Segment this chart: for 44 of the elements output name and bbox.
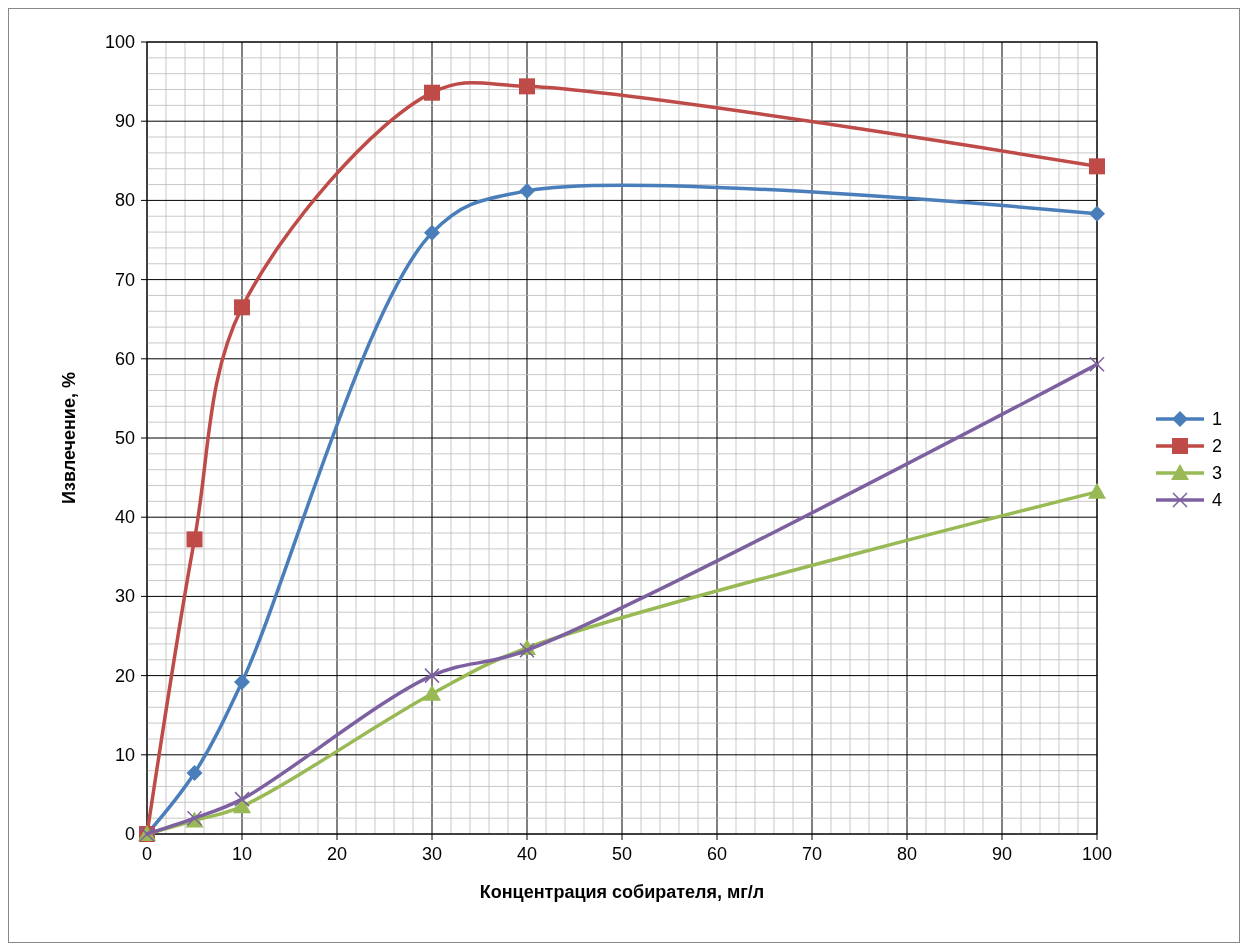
legend-label: 1 [1212,409,1223,429]
point [1089,356,1105,373]
y-tick-label: 90 [114,111,135,132]
y-tick-label: 20 [114,665,135,686]
x-tick-label: 80 [896,844,918,864]
point [423,684,441,701]
y-tick-label: 50 [114,428,135,448]
point [424,84,440,101]
point [519,182,535,199]
point [519,78,535,95]
x-axis-title: Концентрация собирателя, мг/л [479,882,765,902]
y-tick-label: 80 [114,190,135,211]
point [1088,482,1106,499]
point [424,667,440,684]
x-tick-label: 30 [421,844,443,864]
point [424,224,440,241]
point [234,299,250,316]
x-tick-label: 40 [516,844,538,864]
x-tick-label: 90 [991,844,1013,864]
point [186,531,203,548]
point [234,791,250,807]
x-tick-label: 50 [611,844,633,864]
point [234,673,250,690]
x-tick-label: 60 [706,844,728,864]
point [1089,158,1105,175]
y-tick-label: 60 [114,348,135,369]
legend-label: 2 [1212,436,1223,456]
point [186,765,203,782]
point [519,642,535,659]
y-axis-title: Извлечение, % [59,372,79,504]
legend-label: 4 [1212,490,1223,510]
y-tick-label: 70 [114,269,135,290]
x-tick-label: 70 [801,844,823,864]
x-tick-label: 20 [326,844,348,864]
point [1089,205,1105,222]
y-tick-label: 40 [114,507,135,528]
y-tick-label: 30 [114,586,135,607]
legend-label: 3 [1212,463,1223,483]
y-tick-label: 10 [114,744,135,765]
y-tick-label: 0 [124,824,135,844]
x-tick-label: 0 [141,844,153,864]
x-tick-label: 10 [231,844,253,864]
y-tick-label: 100 [104,32,135,52]
x-tick-label: 100 [1081,844,1113,864]
